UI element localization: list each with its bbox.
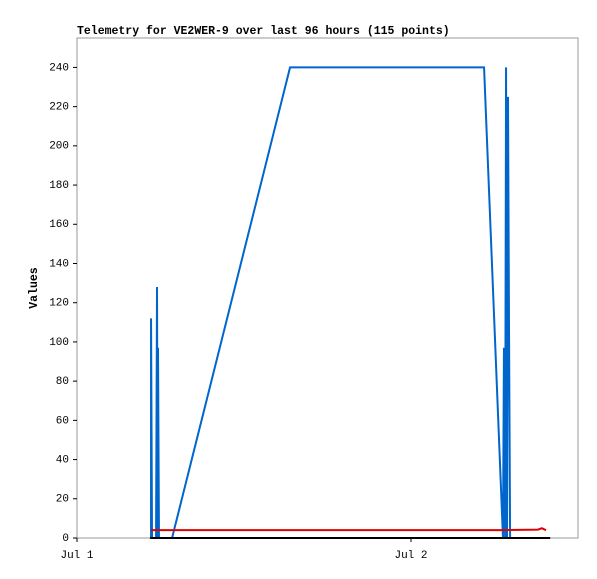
y-tick-label: 180 (49, 180, 69, 192)
series-line (151, 527, 547, 532)
y-tick-label: 80 (56, 376, 69, 388)
y-axis-label: Values (28, 267, 41, 309)
y-tick-label: 100 (49, 337, 69, 349)
y-tick-label: 240 (49, 62, 69, 74)
y-tick-label: 160 (49, 219, 69, 231)
y-tick-label: 140 (49, 258, 69, 270)
y-tick-label: 20 (56, 494, 69, 506)
y-tick-label: 120 (49, 298, 69, 310)
chart-title: Telemetry for VE2WER-9 over last 96 hour… (77, 25, 450, 38)
y-tick-label: 60 (56, 415, 69, 427)
y-tick-label: 200 (49, 141, 69, 153)
y-tick-label: 0 (62, 533, 69, 545)
y-tick-label: 220 (49, 102, 69, 114)
x-tick-label: Jul 1 (60, 550, 93, 562)
y-tick-label: 40 (56, 454, 69, 466)
x-tick-label: Jul 2 (394, 550, 427, 562)
